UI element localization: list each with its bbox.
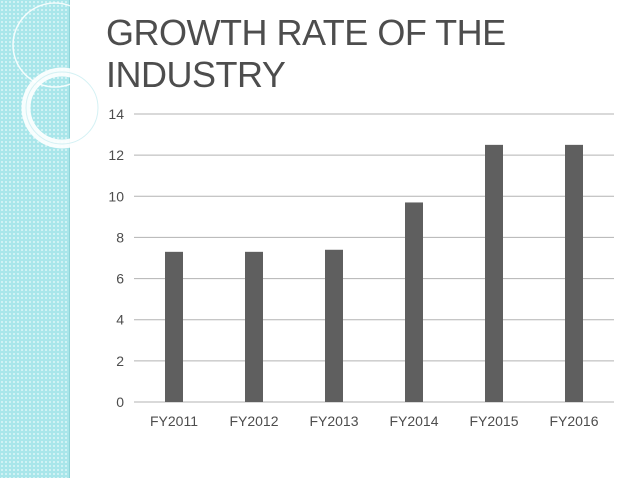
y-tick-label: 2 <box>116 353 124 369</box>
x-tick-label: FY2012 <box>229 413 278 429</box>
x-tick-label: FY2013 <box>309 413 358 429</box>
x-tick-label: FY2014 <box>389 413 438 429</box>
x-tick-label: FY2011 <box>150 413 198 429</box>
y-tick-label: 6 <box>116 271 124 287</box>
bar-fy2013 <box>325 249 343 402</box>
bar-fy2015 <box>485 144 503 402</box>
bar-fy2016 <box>565 144 583 402</box>
x-axis-tick-labels: FY2011 FY2012 FY2013 FY2014 FY2015 FY2016 <box>150 413 599 429</box>
bars <box>165 144 583 402</box>
y-tick-label: 10 <box>108 188 124 204</box>
slide-title-line-1: GROWTH RATE OF THE <box>106 12 506 53</box>
y-axis-tick-labels: 0 2 4 6 8 10 12 14 <box>108 106 124 410</box>
y-tick-label: 14 <box>108 106 124 122</box>
slide-title-line-2: INDUSTRY <box>106 54 286 95</box>
y-tick-label: 8 <box>116 229 124 245</box>
x-tick-label: FY2015 <box>469 413 518 429</box>
bar-fy2011 <box>165 251 183 402</box>
bar-fy2012 <box>245 251 263 402</box>
bar-fy2014 <box>405 202 423 402</box>
slide-title: GROWTH RATE OF THE INDUSTRY <box>106 12 606 96</box>
x-tick-label: FY2016 <box>549 413 598 429</box>
decorative-rings-icon <box>12 2 103 149</box>
gridlines <box>134 113 614 403</box>
y-tick-label: 0 <box>116 394 124 410</box>
y-tick-label: 12 <box>108 147 124 163</box>
y-tick-label: 4 <box>116 312 124 328</box>
